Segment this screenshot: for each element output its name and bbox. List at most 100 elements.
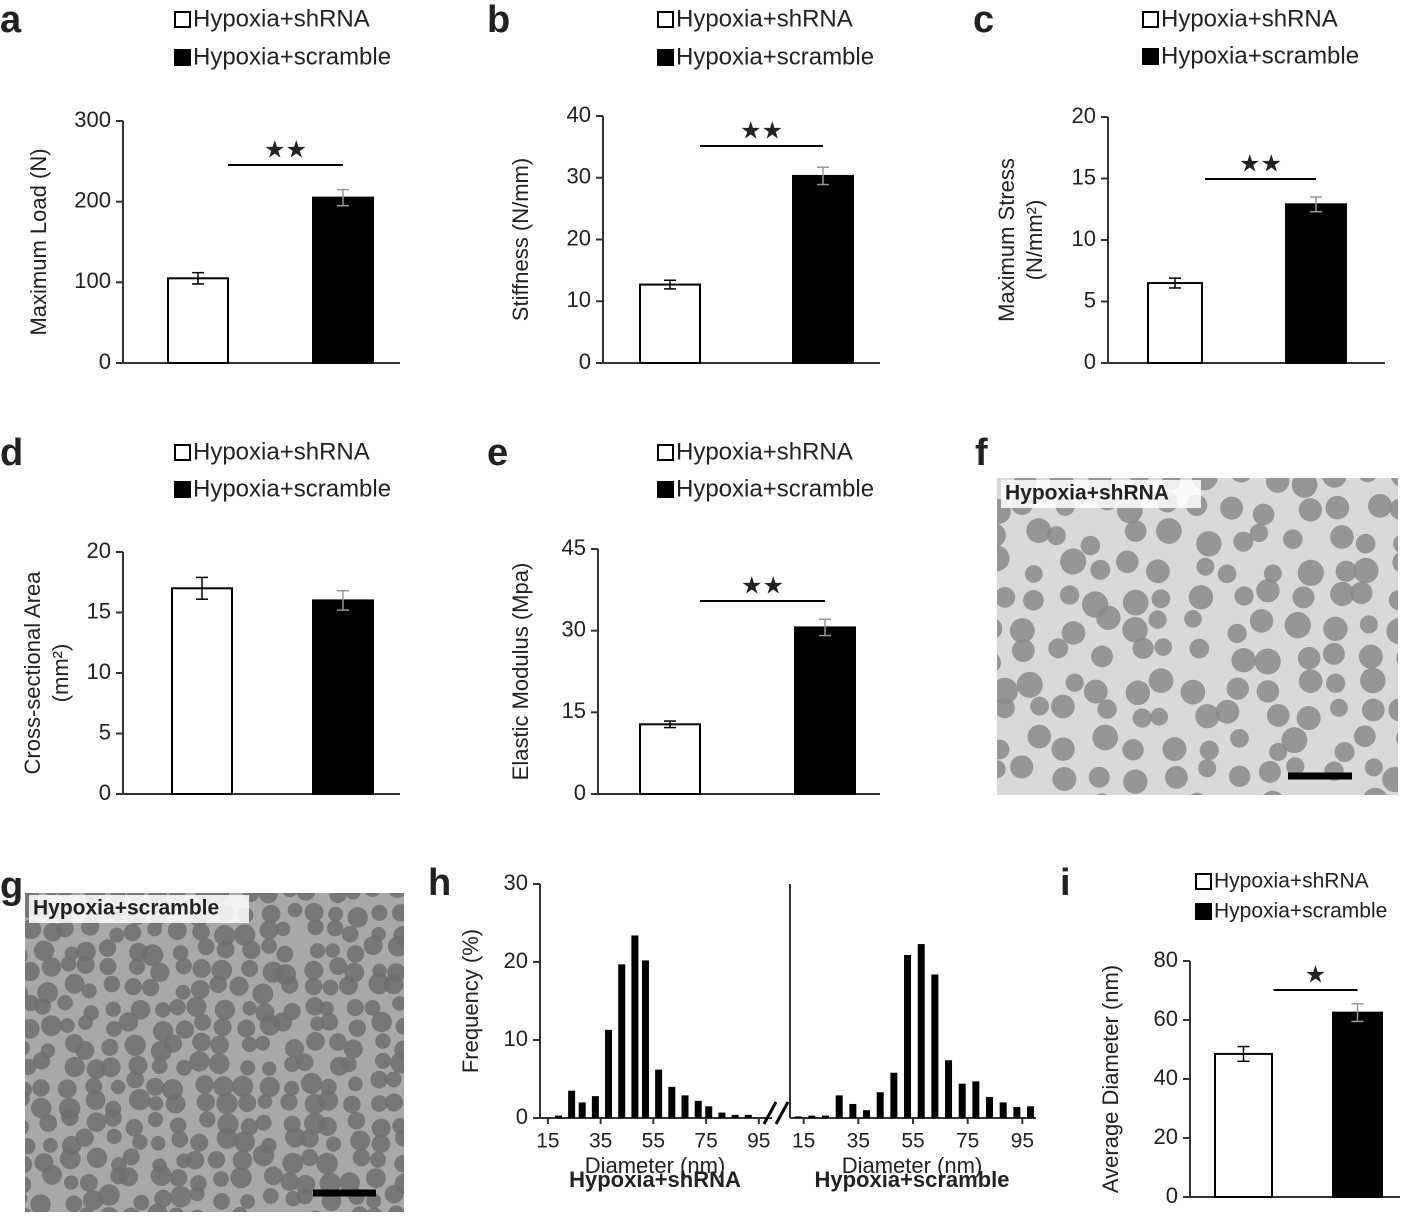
bar <box>312 196 374 364</box>
bar <box>312 599 374 796</box>
significance-label: ★★ <box>264 136 307 163</box>
fibril <box>125 1119 144 1137</box>
fibril <box>405 907 424 926</box>
fibril <box>123 923 142 942</box>
fibril <box>1220 496 1244 520</box>
fibril <box>329 1033 347 1051</box>
fibril <box>325 1136 342 1152</box>
fibril <box>329 957 348 975</box>
y-tick-label: 10 <box>87 659 111 684</box>
fibril <box>1297 559 1324 587</box>
fibril <box>1196 531 1222 557</box>
fibril <box>237 1019 256 1038</box>
fibril <box>147 921 163 937</box>
fibril <box>232 1206 248 1212</box>
fibril <box>371 1011 392 1033</box>
fibril <box>371 1134 391 1154</box>
fibril <box>25 949 28 963</box>
bar <box>808 1115 816 1118</box>
fibril <box>281 976 299 994</box>
fibril <box>1088 766 1110 788</box>
bar <box>1147 282 1203 364</box>
fibril <box>1151 589 1171 609</box>
y-axis-label: Maximum Stress <box>994 158 1019 322</box>
fibril <box>1254 648 1281 675</box>
fibril <box>41 957 62 977</box>
fibril <box>1359 615 1378 634</box>
fibril <box>1393 535 1398 553</box>
y-tick-label: 45 <box>562 535 586 560</box>
y-axis-label: Average Diameter (nm) <box>1098 965 1123 1193</box>
legend-label: Hypoxia+scramble <box>676 43 874 70</box>
fibril <box>175 957 192 975</box>
fibril <box>395 1017 404 1035</box>
fibril <box>1337 797 1357 817</box>
fibril <box>284 1039 305 1059</box>
fibril <box>25 1081 32 1098</box>
fibril <box>997 619 1003 638</box>
fibril <box>366 1193 382 1209</box>
fibril <box>316 1152 338 1175</box>
fibril <box>233 1131 255 1153</box>
fibril <box>339 1172 360 1193</box>
fibril <box>418 1136 434 1152</box>
fibril <box>1388 590 1398 611</box>
fibril <box>208 1053 230 1075</box>
y-tick-label: 0 <box>1084 349 1096 374</box>
fibril <box>391 904 404 922</box>
fibril <box>190 980 210 999</box>
fibril <box>25 1138 36 1155</box>
fibril <box>1154 638 1173 656</box>
fibril <box>343 1095 361 1114</box>
fibril <box>259 920 279 940</box>
fibril <box>282 1152 304 1174</box>
fibril <box>170 1185 192 1208</box>
fibril <box>1391 478 1398 487</box>
fibril <box>1150 797 1175 822</box>
error-bar <box>1169 277 1181 289</box>
fibril <box>192 923 210 941</box>
fibril <box>86 1147 108 1168</box>
fibril <box>240 1060 256 1076</box>
legend-label: Hypoxia+shRNA <box>1161 5 1338 32</box>
fibril <box>1263 564 1282 583</box>
x-tick-label: 55 <box>901 1130 924 1153</box>
fibril <box>213 1018 232 1037</box>
fibril <box>123 1207 140 1212</box>
fibril <box>1359 478 1376 483</box>
fibril <box>79 1207 94 1212</box>
fibril <box>404 960 425 981</box>
legend-swatch <box>657 49 674 66</box>
fibril <box>106 1020 122 1037</box>
fibril <box>414 998 434 1018</box>
fibril <box>1323 616 1348 642</box>
fibril <box>1256 578 1280 603</box>
y-tick-label: 5 <box>1084 287 1096 312</box>
bar <box>578 1102 586 1118</box>
bar <box>639 723 701 795</box>
y-tick-label: 300 <box>74 107 111 132</box>
fibril <box>209 975 227 994</box>
fibril <box>978 798 998 818</box>
fibril <box>365 1168 386 1189</box>
fibril <box>1226 677 1249 700</box>
fibril <box>1092 724 1119 751</box>
fibril <box>25 1155 33 1174</box>
fibril <box>350 1130 371 1151</box>
y-tick-label: 20 <box>87 538 111 563</box>
fibril <box>220 1214 235 1226</box>
fibril <box>1132 637 1154 659</box>
fibril <box>283 1213 304 1226</box>
fibril <box>75 1128 94 1147</box>
fibril <box>304 977 323 996</box>
fibril <box>1027 724 1052 749</box>
fibril <box>25 1119 29 1135</box>
fibril <box>25 1018 40 1039</box>
bar <box>792 174 854 364</box>
fibril <box>1360 667 1386 694</box>
fibril <box>322 979 339 996</box>
fibril <box>1232 478 1251 483</box>
error-bar <box>664 720 676 729</box>
fibril <box>1386 798 1409 821</box>
fibril <box>124 978 142 996</box>
